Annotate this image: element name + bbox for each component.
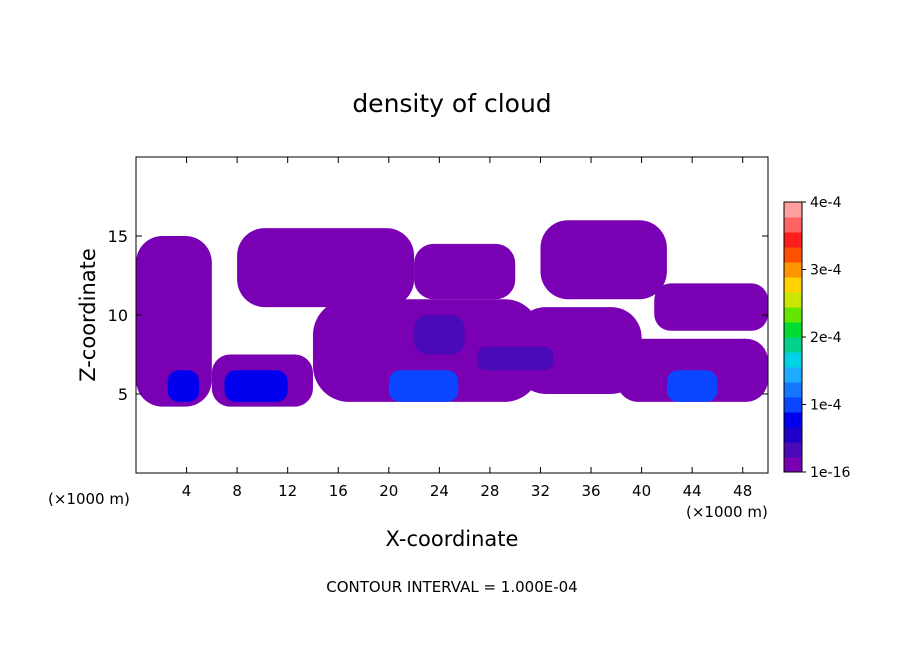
density-region: [167, 370, 200, 402]
colorbar-labels: 4e-4 3e-4 2e-4 1e-4 1e-16: [802, 195, 850, 481]
density-region: [515, 307, 642, 394]
density-region: [414, 243, 516, 300]
colorbar-segment: [784, 322, 802, 338]
x-tick-label: 28: [480, 482, 499, 500]
chart-title: density of cloud: [352, 89, 551, 118]
x-tick-label: 32: [531, 482, 550, 500]
plot-area: [136, 157, 768, 473]
density-region: [136, 236, 212, 407]
colorbar-segment: [784, 277, 802, 293]
density-region: [237, 228, 415, 308]
colorbar-segment: [784, 382, 802, 398]
x-tick-label: 4: [182, 482, 192, 500]
y-axis-ticks: 5 10 15: [108, 227, 768, 404]
y-tick-label: 5: [118, 385, 128, 404]
contour-interval-note: CONTOUR INTERVAL = 1.000E-04: [326, 578, 577, 596]
colorbar-segment: [784, 307, 802, 323]
colorbar-segment: [784, 262, 802, 278]
colorbar-segment: [784, 217, 802, 233]
y-axis-label: Z-coordinate: [76, 248, 100, 382]
density-regions: [136, 220, 768, 407]
colorbar-segment: [784, 247, 802, 263]
colorbar-segment: [784, 397, 802, 413]
colorbar: [784, 202, 802, 473]
colorbar-label: 3e-4: [810, 263, 842, 279]
x-unit-right: (×1000 m): [686, 503, 768, 521]
colorbar-segment: [784, 442, 802, 458]
colorbar-segment: [784, 232, 802, 248]
x-tick-label: 8: [232, 482, 242, 500]
x-tick-label: 40: [632, 482, 651, 500]
density-region: [224, 370, 288, 402]
density-region: [666, 370, 718, 402]
x-axis-ticks: 4 8 12 16 20 24 28 32 36 40 44 48: [182, 157, 752, 500]
colorbar-label: 4e-4: [810, 195, 842, 211]
density-region: [477, 346, 554, 371]
colorbar-segment: [784, 337, 802, 353]
colorbar-segment: [784, 427, 802, 443]
x-tick-label: 44: [683, 482, 702, 500]
colorbar-segment: [784, 292, 802, 308]
x-unit-left: (×1000 m): [48, 490, 130, 508]
colorbar-label: 2e-4: [810, 330, 842, 346]
colorbar-segment: [784, 412, 802, 428]
x-tick-label: 48: [733, 482, 752, 500]
density-region: [654, 283, 768, 331]
colorbar-segment: [784, 367, 802, 383]
x-tick-label: 16: [329, 482, 348, 500]
colorbar-segment: [784, 352, 802, 368]
x-tick-label: 20: [379, 482, 398, 500]
colorbar-label: 1e-4: [810, 398, 842, 414]
colorbar-label: 1e-16: [810, 465, 850, 481]
x-tick-label: 24: [430, 482, 449, 500]
y-tick-label: 10: [108, 306, 128, 325]
y-tick-label: 15: [108, 227, 128, 246]
x-tick-label: 36: [581, 482, 600, 500]
density-region: [540, 220, 667, 300]
colorbar-segment: [784, 202, 802, 218]
colorbar-segment: [784, 457, 802, 473]
x-tick-label: 12: [278, 482, 297, 500]
density-region: [414, 315, 465, 355]
density-region: [388, 370, 459, 402]
x-axis-label: X-coordinate: [386, 527, 519, 551]
